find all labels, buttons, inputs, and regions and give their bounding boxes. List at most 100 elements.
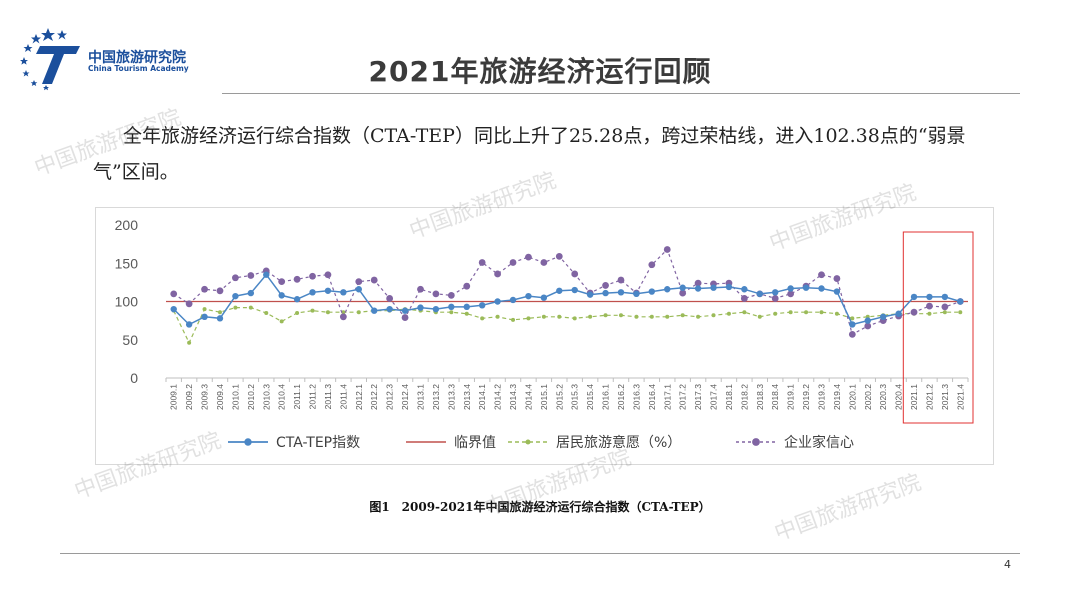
- page-title: 2021年旅游经济运行回顾: [368, 55, 712, 88]
- data-point: [741, 286, 748, 293]
- page-number: 4: [1004, 558, 1011, 571]
- data-point: [185, 321, 193, 328]
- data-point: [216, 315, 224, 322]
- x-tick-label: 2017.3: [693, 384, 703, 410]
- data-point: [187, 340, 192, 345]
- x-tick-label: 2009.3: [200, 384, 210, 410]
- x-tick-label: 2011.4: [338, 384, 348, 410]
- data-point: [756, 290, 763, 298]
- logo-chinese-name: 中国旅游研究院: [88, 50, 186, 66]
- star-icon: [23, 44, 33, 52]
- y-tick-label: 50: [122, 332, 138, 348]
- data-point: [509, 259, 517, 266]
- data-point: [834, 311, 839, 316]
- data-point: [771, 295, 779, 302]
- data-point: [386, 305, 393, 313]
- x-tick-label: 2010.4: [277, 384, 287, 410]
- x-tick-label: 2009.4: [215, 384, 225, 410]
- data-point: [571, 270, 579, 278]
- data-point: [941, 303, 949, 311]
- data-point: [957, 298, 964, 305]
- data-point: [371, 307, 378, 314]
- y-tick-label: 0: [130, 370, 138, 386]
- x-tick-label: 2010.2: [246, 384, 256, 410]
- star-icon: [41, 28, 55, 41]
- data-point: [463, 282, 471, 290]
- data-point: [833, 275, 841, 282]
- x-tick-label: 2018.4: [770, 384, 780, 410]
- data-point: [448, 303, 455, 311]
- x-tick-label: 2019.1: [786, 384, 796, 410]
- data-point: [264, 310, 269, 315]
- data-point: [401, 314, 409, 321]
- legend-marker: [752, 438, 760, 446]
- x-tick-label: 2017.4: [709, 384, 719, 410]
- x-tick-label: 2011.3: [323, 384, 333, 410]
- x-tick-label: 2019.2: [801, 384, 811, 410]
- data-point: [772, 289, 779, 296]
- x-tick-label: 2018.3: [755, 384, 765, 410]
- x-tick-label: 2021.2: [924, 384, 934, 410]
- x-tick-label: 2012.1: [354, 384, 364, 410]
- data-point: [555, 252, 563, 260]
- footer-divider: [60, 553, 1020, 554]
- data-point: [942, 310, 947, 315]
- logo-english-name: China Tourism Academy: [88, 64, 189, 73]
- y-tick-label: 150: [115, 255, 139, 271]
- data-point: [480, 316, 485, 321]
- data-point: [386, 295, 394, 302]
- data-point: [278, 278, 286, 286]
- legend-label: 企业家信心: [784, 434, 854, 451]
- data-point: [864, 322, 872, 330]
- x-tick-label: 2014.4: [523, 384, 533, 410]
- data-point: [740, 295, 748, 302]
- data-point: [232, 292, 239, 300]
- data-point: [819, 310, 824, 315]
- data-point: [324, 271, 332, 279]
- star-icon: [43, 85, 49, 91]
- data-point: [572, 316, 577, 321]
- x-tick-label: 2012.4: [400, 384, 410, 410]
- data-point: [849, 321, 856, 328]
- x-tick-label: 2018.1: [724, 384, 734, 410]
- data-point: [417, 285, 424, 293]
- x-tick-label: 2020.3: [878, 384, 888, 410]
- data-point: [788, 310, 793, 315]
- data-point: [617, 289, 625, 296]
- data-point: [633, 290, 640, 298]
- data-point: [494, 298, 501, 305]
- data-point: [742, 310, 747, 315]
- legend-label: 居民旅游意愿（%）: [556, 434, 681, 451]
- data-point: [233, 305, 238, 310]
- x-tick-label: 2012.3: [385, 384, 395, 410]
- data-point: [217, 310, 222, 315]
- x-tick-label: 2015.3: [570, 384, 580, 410]
- cta-tep-line-chart: 0 50 100 150 200 2009.1 2009.2 2009.3 2009.4 2010…: [115, 217, 974, 451]
- x-tick-label: 2013.1: [415, 384, 425, 410]
- x-tick-label: 2020.2: [863, 384, 873, 410]
- x-tick-label: 2013.3: [446, 384, 456, 410]
- data-point: [927, 311, 932, 316]
- x-tick-label: 2010.3: [261, 384, 271, 410]
- data-point: [310, 308, 315, 313]
- legend-label: 临界值: [454, 435, 496, 451]
- data-point: [726, 311, 731, 316]
- data-point: [818, 271, 825, 279]
- star-icon: [31, 34, 41, 44]
- x-tick-label: 2020.4: [894, 384, 904, 410]
- legend-marker: [525, 439, 531, 445]
- x-tick-label: 2019.3: [816, 384, 826, 410]
- data-point: [773, 311, 778, 316]
- x-tick-label: 2010.1: [230, 384, 240, 410]
- data-point: [232, 274, 239, 282]
- data-point: [541, 314, 546, 319]
- data-point: [571, 286, 578, 294]
- data-point: [478, 302, 486, 309]
- x-tick-label: 2011.1: [292, 384, 302, 410]
- data-point: [495, 314, 500, 319]
- star-icon: [22, 70, 30, 77]
- data-point: [478, 259, 486, 266]
- data-point: [711, 313, 716, 318]
- data-point: [447, 291, 455, 299]
- x-tick-label: 2009.1: [169, 384, 179, 410]
